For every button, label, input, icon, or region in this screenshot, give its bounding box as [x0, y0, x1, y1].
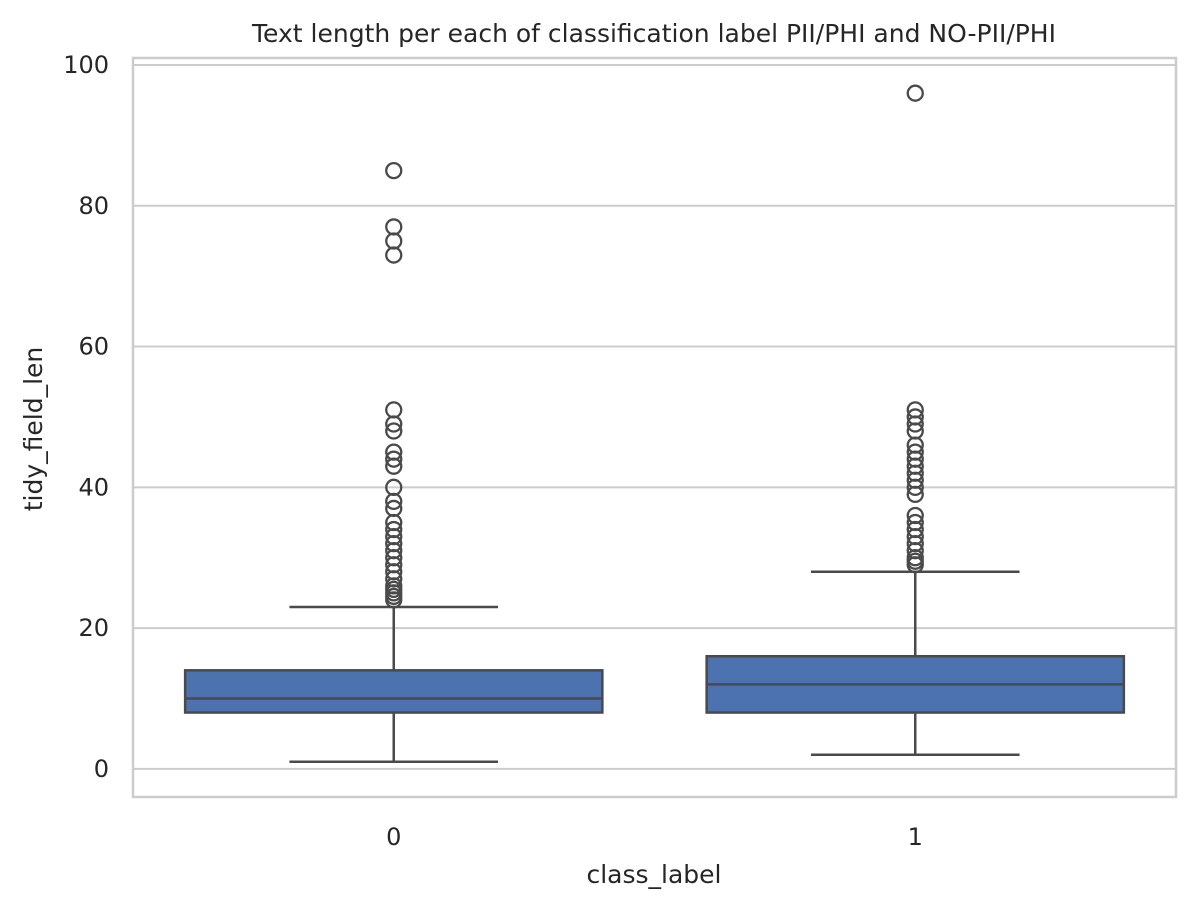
y-axis-label: tidy_field_len — [19, 347, 48, 512]
plot-frame — [131, 56, 1178, 799]
outlier-point — [385, 161, 403, 180]
outlier-point — [385, 232, 403, 250]
outlier-point — [385, 422, 403, 440]
outlier-point — [385, 478, 403, 496]
outlier-point — [906, 408, 924, 426]
y-tick-label: 40 — [78, 473, 109, 501]
outlier-point — [385, 218, 403, 236]
outlier-point — [385, 246, 403, 264]
box-iqr — [183, 669, 604, 714]
chart-title: Text length per each of classification l… — [251, 19, 1056, 48]
outlier-point — [385, 443, 403, 461]
y-tick-label: 20 — [78, 614, 109, 642]
outlier-point — [385, 520, 403, 539]
y-tick-label: 0 — [94, 755, 109, 783]
outlier-point — [385, 401, 403, 419]
y-tick-label: 100 — [63, 51, 109, 79]
y-tick-label: 60 — [78, 333, 109, 361]
outlier-point — [906, 506, 924, 525]
outlier-point — [906, 84, 924, 102]
x-axis-label: class_label — [586, 860, 721, 889]
outlier-point — [906, 513, 924, 532]
outlier-point — [906, 401, 924, 419]
outlier-point — [385, 499, 403, 518]
x-tick-label: 0 — [386, 823, 401, 851]
y-tick-label: 80 — [78, 192, 109, 220]
outlier-point — [385, 450, 403, 468]
x-tick-label: 1 — [908, 823, 923, 851]
outlier-point — [906, 443, 924, 461]
plot-area: 0 20 40 60 80 100 0 1 — [63, 51, 1178, 851]
